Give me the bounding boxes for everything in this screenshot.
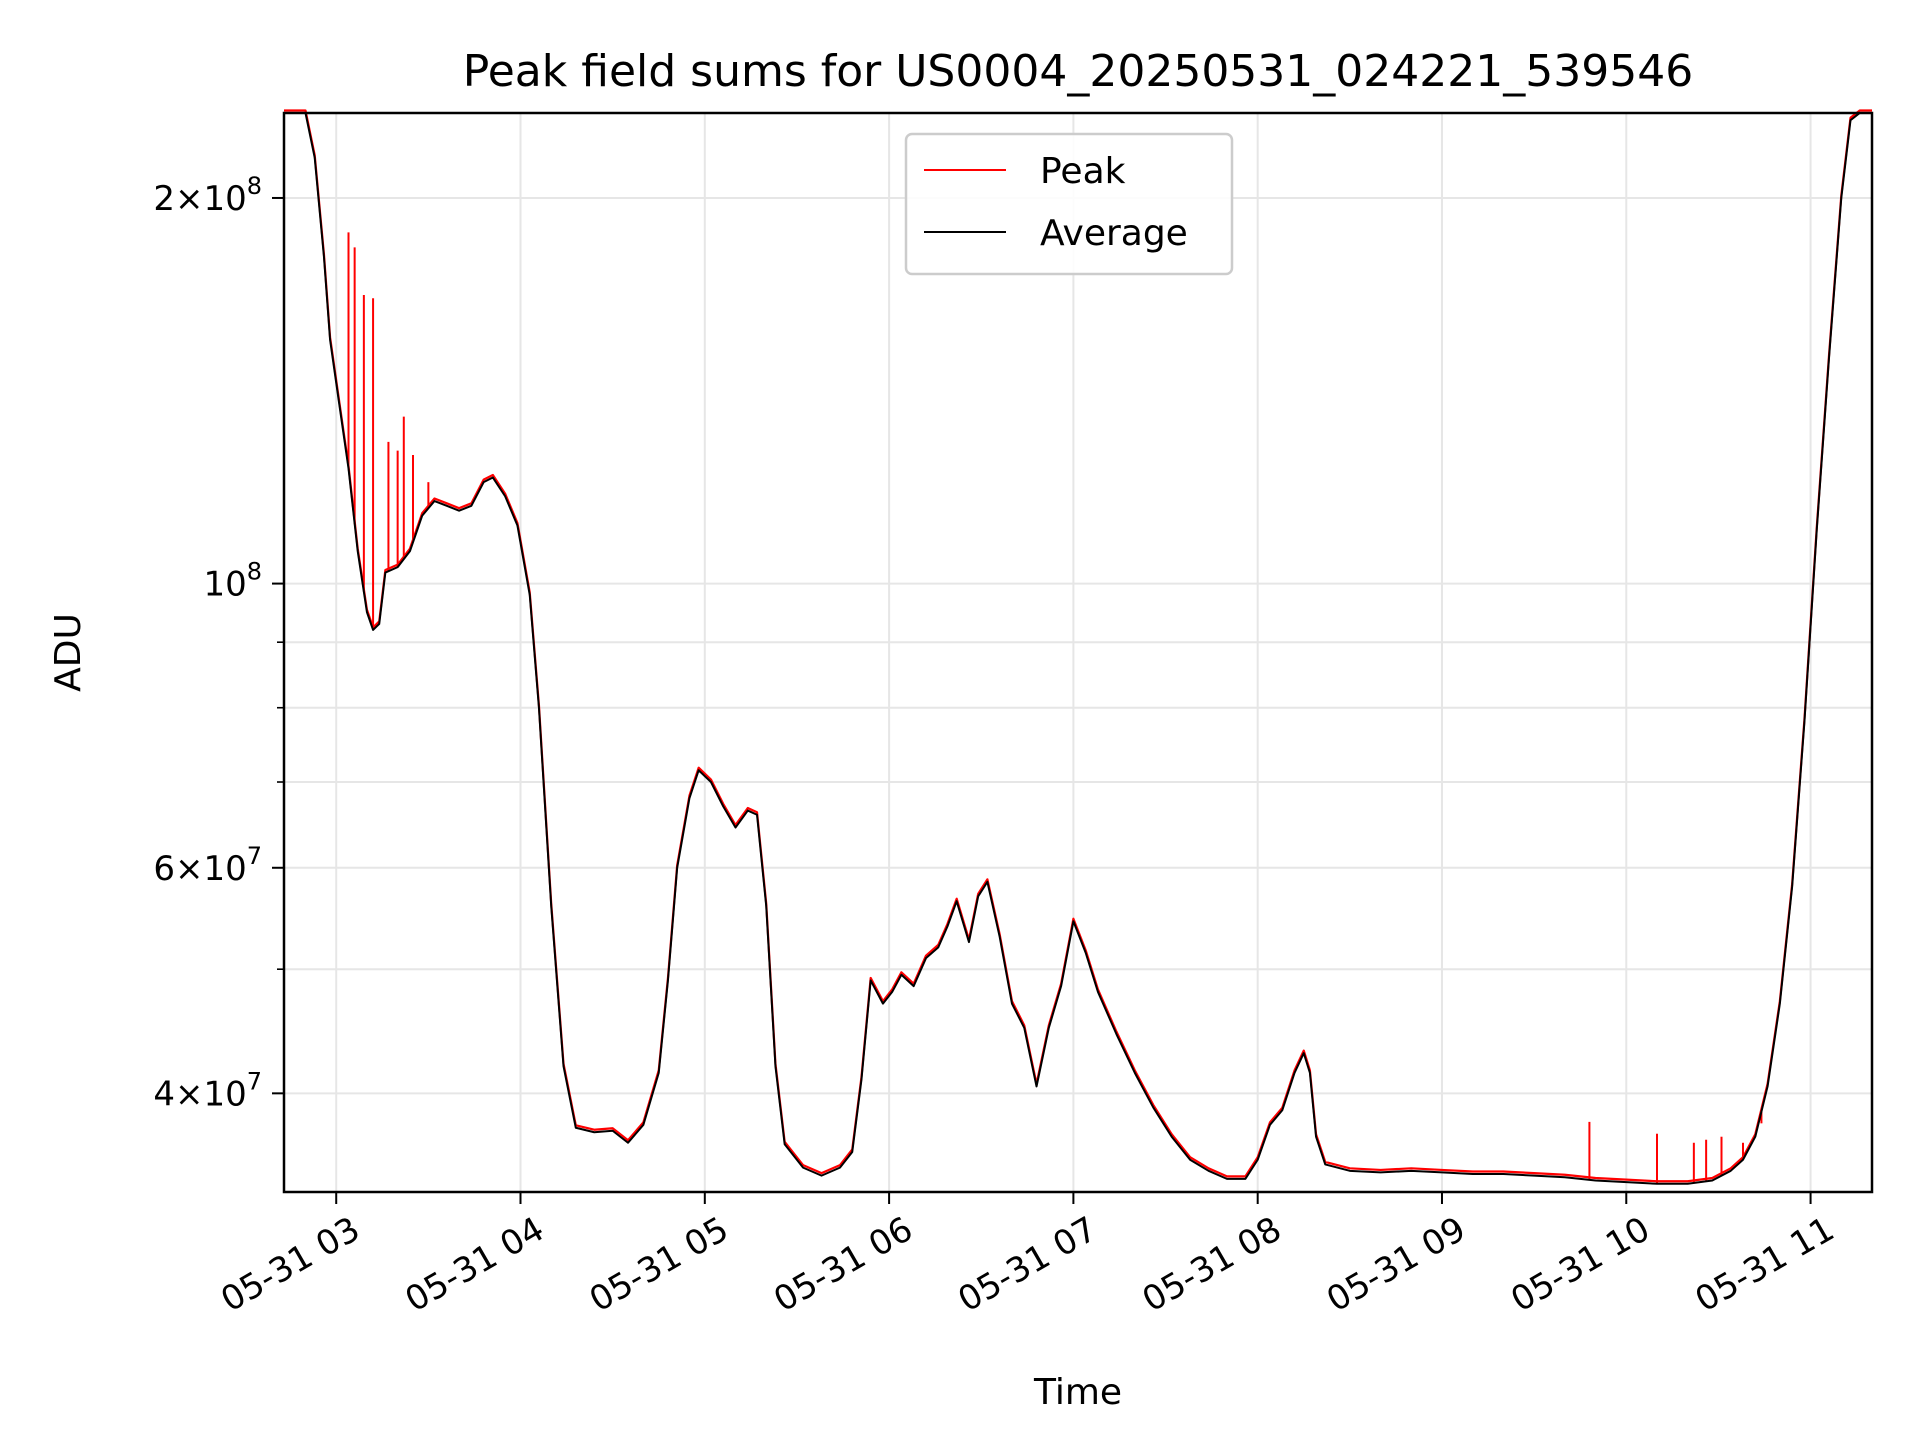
series-line-peak — [284, 109, 1872, 1183]
series-line-average — [284, 112, 1872, 1185]
y-tick-label: 108 — [203, 558, 262, 605]
y-axis-label: ADU — [48, 613, 89, 692]
grid — [284, 113, 1872, 1192]
legend-label-average: Average — [1040, 213, 1188, 254]
y-axis: 4×107 6×107 108 2×108 — [153, 172, 284, 1114]
y-tick-label: 6×107 — [153, 842, 262, 889]
legend-label-peak: Peak — [1040, 151, 1126, 192]
y-tick-label: 4×107 — [153, 1067, 262, 1114]
chart-title: Peak field sums for US0004_20250531_0242… — [463, 46, 1693, 97]
y-tick-label: 2×108 — [153, 172, 262, 219]
plot-frame — [282, 111, 1874, 1194]
plot-lines — [284, 109, 1872, 1185]
legend: Peak Average — [904, 132, 1234, 276]
x-axis-label: Time — [1033, 1372, 1122, 1413]
